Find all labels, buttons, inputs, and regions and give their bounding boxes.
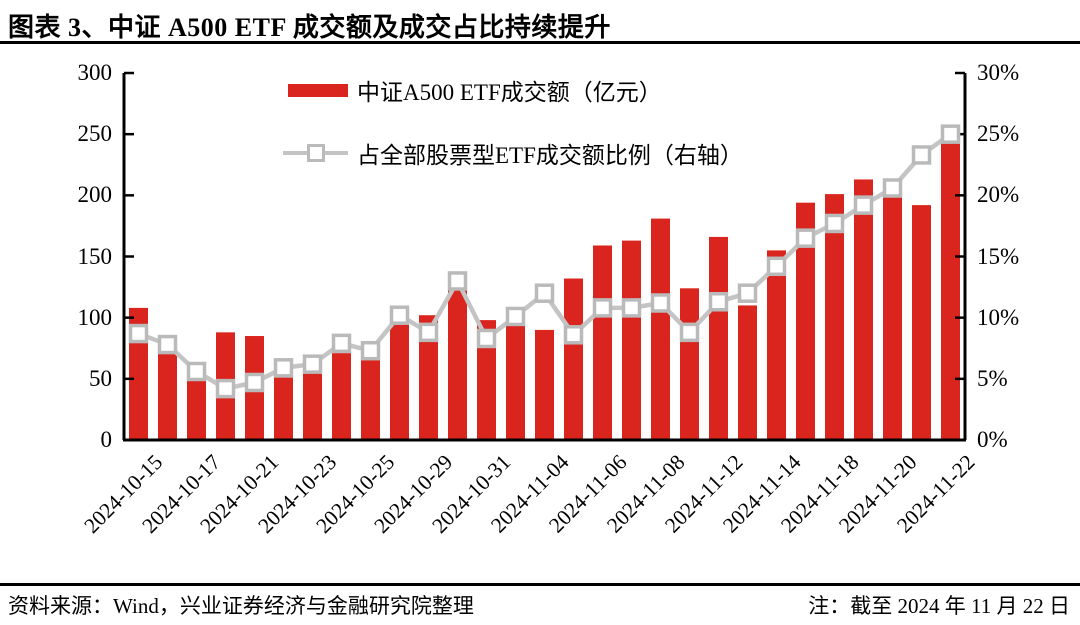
ratio-marker-2024-10-23 (302, 354, 323, 374)
bar-2024-10-22 (274, 377, 293, 440)
bar-2024-10-23 (303, 370, 322, 440)
bar-2024-11-01 (506, 323, 525, 440)
chart-canvas (122, 71, 967, 442)
ratio-marker-2024-11-12 (708, 292, 729, 312)
bar-2024-11-13 (738, 305, 757, 440)
bar-2024-10-29 (419, 315, 438, 440)
bar-2024-10-28 (390, 323, 409, 440)
ratio-marker-2024-10-31 (476, 328, 497, 349)
ratio-marker-2024-10-28 (389, 305, 410, 325)
line-series-marker-icon (307, 144, 325, 162)
bar-2024-11-22 (941, 140, 960, 440)
ratio-marker-2024-11-15 (795, 228, 816, 248)
right-axis-label-30%: 30% (977, 60, 1020, 85)
bar-series-swatch (288, 83, 348, 97)
left-axis-label-300: 300 (77, 60, 113, 85)
ratio-marker-2024-10-24 (331, 333, 352, 354)
bar-2024-11-15 (796, 202, 815, 440)
footer-divider (0, 583, 1080, 586)
right-axis-label-15%: 15% (977, 243, 1020, 269)
bar-2024-11-20 (883, 194, 902, 440)
bar-2024-10-30 (448, 288, 467, 440)
bar-2024-11-07 (622, 240, 641, 440)
footer-note-text: 注：截至 2024 年 11 月 22 日 (808, 594, 1070, 618)
chart-title: 图表 3、中证 A500 ETF 成交额及成交占比持续提升 (8, 13, 611, 42)
bar-2024-10-16 (158, 348, 177, 440)
ratio-marker-2024-11-04 (534, 283, 555, 303)
ratio-marker-2024-11-21 (911, 145, 932, 165)
left-axis-label-150: 150 (77, 243, 113, 269)
bar-2024-11-11 (680, 288, 699, 440)
right-axis-label-5%: 5% (977, 365, 1008, 391)
ratio-marker-2024-10-30 (447, 271, 468, 291)
ratio-marker-2024-11-01 (505, 306, 526, 327)
ratio-marker-2024-11-19 (853, 195, 874, 215)
bar-2024-11-19 (854, 179, 873, 440)
bar-2024-11-21 (912, 205, 931, 440)
ratio-marker-2024-10-22 (273, 358, 294, 378)
line-series-swatch (283, 144, 348, 162)
ratio-marker-2024-11-14 (766, 256, 787, 277)
right-axis-label-20%: 20% (977, 182, 1020, 208)
chart-plot-area: 0 50 100 150 200 250 300 0% 5% 10% 15% 20% 25% 30% 202… (0, 45, 1080, 580)
ratio-marker-2024-11-05 (563, 325, 584, 345)
title-divider (0, 41, 1080, 44)
bar-2024-10-31 (477, 320, 496, 440)
footer-source-text: 资料来源：Wind，兴业证券经济与金融研究院整理 (8, 594, 474, 618)
bar-2024-11-18 (825, 194, 844, 440)
legend-item-bar-series: 中证A500 ETF成交额（亿元） (288, 73, 662, 107)
ratio-marker-2024-10-29 (418, 322, 439, 343)
right-axis-label-10%: 10% (977, 304, 1020, 330)
bar-2024-10-17 (187, 376, 206, 440)
ratio-marker-2024-11-07 (621, 298, 642, 318)
ratio-marker-2024-11-20 (882, 178, 903, 198)
bar-2024-11-05 (564, 278, 583, 440)
bar-2024-11-06 (593, 245, 612, 440)
bar-2024-11-12 (709, 236, 728, 440)
ratio-marker-2024-10-15 (128, 323, 149, 344)
bar-2024-10-25 (361, 355, 380, 440)
ratio-marker-2024-10-17 (186, 361, 207, 382)
legend-label-bar-series: 中证A500 ETF成交额（亿元） (357, 80, 662, 105)
right-axis-label-25%: 25% (977, 121, 1020, 147)
right-axis-label-0%: 0% (977, 427, 1008, 452)
ratio-marker-2024-11-08 (650, 293, 671, 313)
ratio-marker-2024-11-13 (737, 283, 758, 303)
left-axis-label-200: 200 (77, 182, 113, 208)
ratio-marker-2024-11-22 (940, 124, 961, 144)
left-axis-label-100: 100 (77, 304, 113, 330)
ratio-marker-2024-11-06 (592, 298, 613, 318)
ratio-marker-2024-10-25 (360, 340, 381, 361)
left-axis-label-250: 250 (77, 121, 113, 147)
bar-2024-11-04 (535, 329, 554, 440)
ratio-marker-2024-11-18 (824, 213, 845, 234)
bar-2024-11-14 (767, 250, 786, 440)
left-axis-label-0: 0 (100, 427, 113, 452)
ratio-marker-2024-11-11 (679, 322, 700, 343)
left-axis-label-50: 50 (89, 365, 112, 391)
legend-label-line-series: 占全部股票型ETF成交额比例（右轴） (357, 143, 743, 168)
bar-2024-10-24 (332, 353, 351, 440)
ratio-marker-2024-10-21 (244, 372, 265, 393)
bar-2024-11-08 (651, 218, 670, 440)
legend-item-line-series: 占全部股票型ETF成交额比例（右轴） (283, 136, 743, 170)
ratio-marker-2024-10-16 (157, 334, 178, 355)
ratio-marker-2024-10-18 (215, 378, 236, 399)
